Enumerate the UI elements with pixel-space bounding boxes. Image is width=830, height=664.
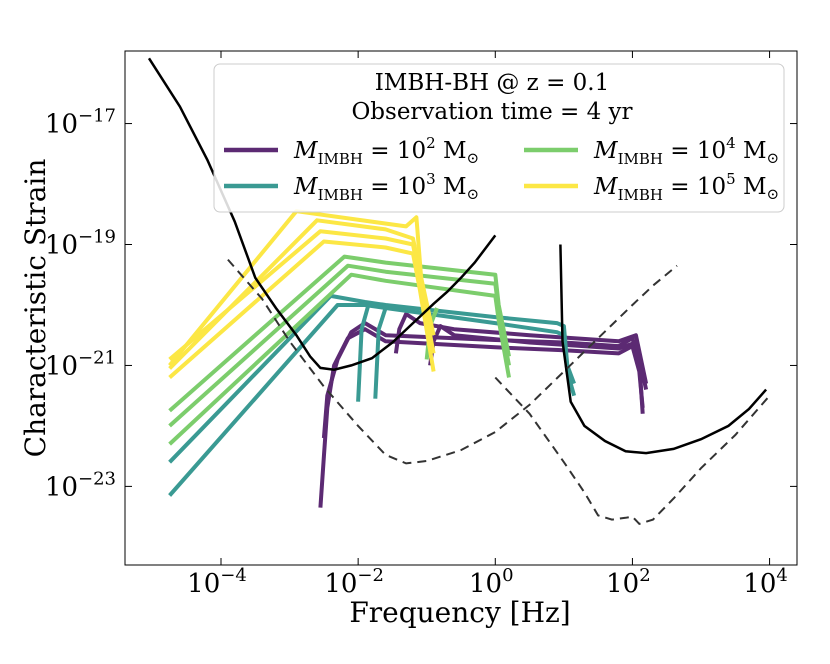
legend-entry-4: MIMBH = 105 M⊙ xyxy=(524,170,779,204)
series-3-track-3 xyxy=(168,254,511,413)
dashed-curve-3 xyxy=(227,258,678,465)
series-layer xyxy=(168,209,649,508)
legend-title-line2: Observation time = 4 yr xyxy=(351,99,632,125)
x-tick-label-5: 104 xyxy=(743,565,788,599)
y-tick-label-3: 10−21 xyxy=(45,347,116,381)
x-tick-label-4: 102 xyxy=(606,565,651,599)
legend-entry-1: MIMBH = 102 M⊙ xyxy=(224,134,479,168)
x-axis-label: Frequency [Hz] xyxy=(349,596,570,629)
legend-label-2: MIMBH = 103 M⊙ xyxy=(293,170,479,204)
x-tick-label-1: 10−4 xyxy=(187,565,247,599)
legend-entry-3: MIMBH = 104 M⊙ xyxy=(524,134,779,168)
legend-box xyxy=(213,63,785,213)
series-1-track-3 xyxy=(393,312,649,385)
legend-title-line1: IMBH-BH @ z = 0.1 xyxy=(375,70,610,96)
y-tick-label-2: 10−19 xyxy=(45,227,116,261)
y-tick-label-4: 10−23 xyxy=(45,468,116,502)
legend-label-4: MIMBH = 105 M⊙ xyxy=(593,170,779,204)
legend-entries: MIMBH = 102 M⊙MIMBH = 103 M⊙ MIMBH = 104 … xyxy=(224,134,779,204)
legend: IMBH-BH @ z = 0.1 Observation time = 4 y… xyxy=(213,63,785,213)
legend-label-1: MIMBH = 102 M⊙ xyxy=(293,134,479,168)
series-3 xyxy=(168,254,511,446)
series-2-track-2 xyxy=(168,293,576,464)
solid-curve-1 xyxy=(147,57,497,371)
series-2-track-4 xyxy=(373,307,388,399)
solid-curve-2 xyxy=(559,244,768,455)
legend-label-3: MIMBH = 104 M⊙ xyxy=(593,134,779,168)
series-1-track-4 xyxy=(428,324,649,391)
series-2-track-3 xyxy=(356,304,371,402)
series-1 xyxy=(318,312,649,508)
y-tick-label-1: 10−17 xyxy=(45,106,116,140)
x-tick-label-2: 10−2 xyxy=(324,565,384,599)
tick-layer: 10−4 10−2 100 102 104 10−17 10−19 10−21 10−23 xyxy=(45,51,797,599)
plot-frame xyxy=(124,50,798,566)
series-1-track-2 xyxy=(318,327,645,508)
sensitivity-curve-layer xyxy=(147,57,771,526)
y-axis-label: Characteristic Strain xyxy=(19,159,52,458)
legend-entry-2: MIMBH = 103 M⊙ xyxy=(224,170,479,204)
x-tick-label-3: 100 xyxy=(469,565,514,599)
